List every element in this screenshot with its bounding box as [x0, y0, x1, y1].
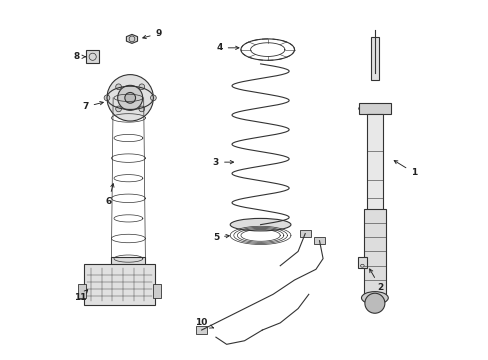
Circle shape — [116, 84, 121, 90]
Text: 9: 9 — [142, 29, 162, 39]
Text: 7: 7 — [82, 102, 103, 111]
Bar — [153, 284, 160, 298]
Circle shape — [364, 293, 384, 313]
Circle shape — [139, 84, 144, 90]
Text: 6: 6 — [105, 184, 114, 206]
Bar — [358, 103, 390, 114]
Ellipse shape — [116, 90, 140, 98]
Circle shape — [107, 75, 153, 121]
Bar — [196, 327, 206, 334]
Text: 4: 4 — [216, 43, 239, 52]
Text: 10: 10 — [195, 318, 213, 328]
Polygon shape — [126, 35, 137, 44]
Circle shape — [150, 95, 156, 101]
Bar — [86, 50, 99, 63]
Bar — [78, 284, 85, 298]
Text: 2: 2 — [369, 269, 383, 292]
Ellipse shape — [361, 292, 387, 304]
Circle shape — [104, 95, 110, 101]
Circle shape — [124, 93, 135, 103]
Circle shape — [116, 106, 121, 112]
Bar — [357, 257, 366, 267]
Bar — [313, 237, 324, 244]
Text: 1: 1 — [393, 161, 416, 177]
Bar — [366, 114, 382, 216]
Circle shape — [139, 106, 144, 112]
Bar — [364, 208, 385, 294]
Bar — [111, 257, 145, 267]
Ellipse shape — [230, 219, 290, 231]
Text: 3: 3 — [212, 158, 233, 167]
Ellipse shape — [358, 104, 390, 113]
Circle shape — [118, 85, 142, 111]
Bar — [83, 264, 155, 305]
Bar — [299, 230, 310, 237]
Text: 11: 11 — [74, 290, 87, 302]
Bar — [370, 37, 378, 80]
Ellipse shape — [111, 93, 145, 103]
Text: 5: 5 — [212, 233, 229, 242]
Text: 8: 8 — [73, 52, 85, 61]
